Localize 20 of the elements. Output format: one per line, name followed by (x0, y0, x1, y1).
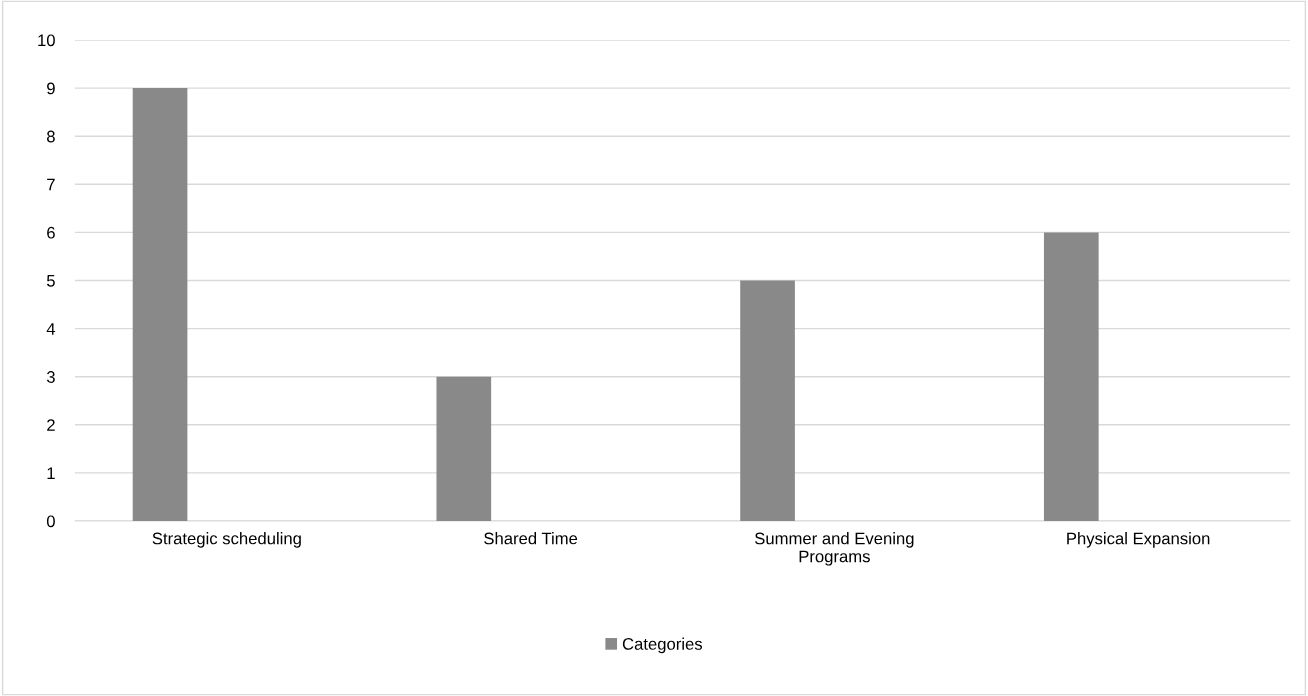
x-tick-label: Strategic scheduling (152, 532, 301, 548)
x-tick-label: Summer and Evening Programs (755, 532, 914, 566)
y-tick-label: 7 (47, 178, 55, 191)
y-tick-label: 3 (46, 371, 55, 383)
y-tick-label: 9 (47, 82, 55, 95)
y-tick-label: 2 (47, 419, 55, 431)
y-tick-label: 1 (47, 467, 55, 479)
bar (1043, 232, 1099, 521)
legend-label: Categories (622, 637, 703, 654)
y-tick-label: 5 (46, 275, 55, 287)
y-tick-label: 8 (47, 130, 55, 143)
bar (132, 88, 188, 521)
bar (740, 280, 795, 521)
x-tick-label: Shared Time (484, 532, 578, 545)
y-tick-label: 4 (46, 323, 56, 335)
bar (436, 376, 492, 521)
y-tick-label: 10 (38, 34, 55, 47)
x-tick-label: Physical Expansion (1067, 532, 1210, 548)
y-tick-label: 0 (46, 515, 55, 528)
y-tick-label: 6 (47, 226, 55, 239)
